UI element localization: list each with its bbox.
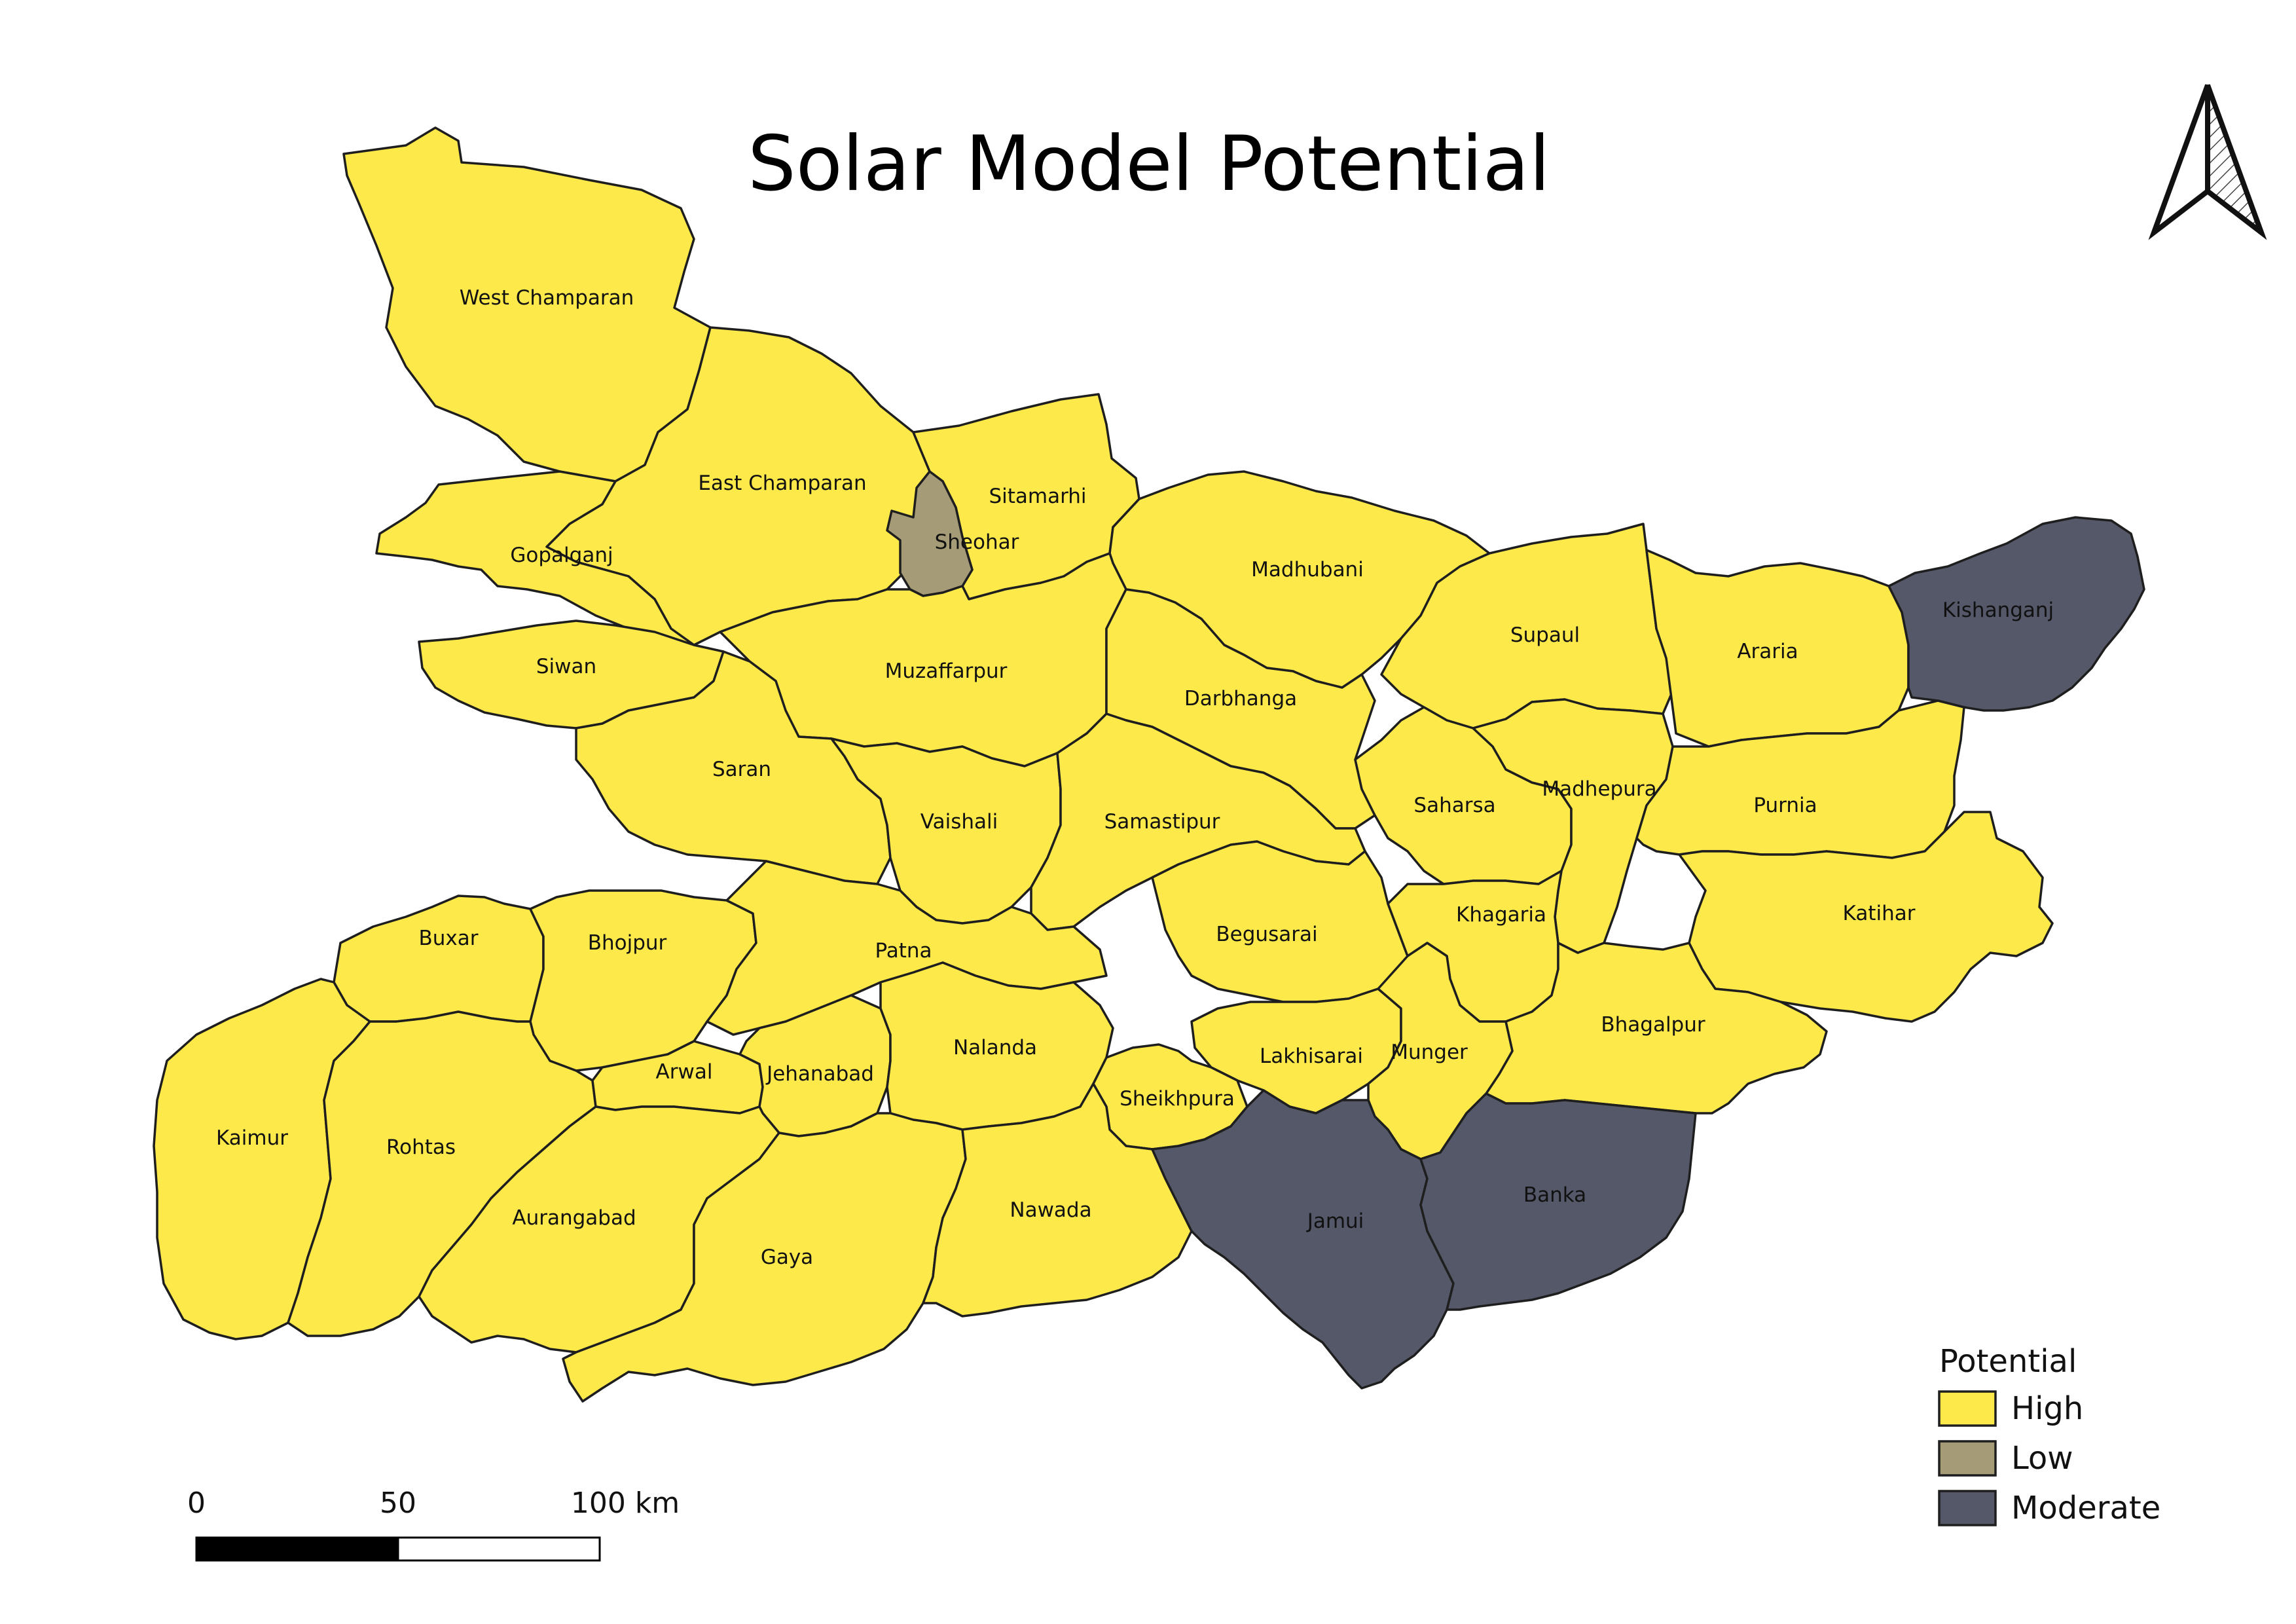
district-label-kishanganj: Kishanganj <box>1942 599 2054 622</box>
district-vaishali <box>830 737 1062 925</box>
district-label-east-champaran: East Champaran <box>698 471 866 495</box>
legend-swatch-low <box>1938 1440 1997 1477</box>
district-label-madhubani: Madhubani <box>1251 558 1364 581</box>
district-buxar <box>333 895 545 1023</box>
district-label-banka: Banka <box>1523 1183 1586 1207</box>
legend-title: Potential <box>1939 1343 2077 1380</box>
district-label-gaya: Gaya <box>761 1246 813 1269</box>
district-label-begusarai: Begusarai <box>1216 923 1317 946</box>
district-label-bhojpur: Bhojpur <box>588 931 667 955</box>
district-label-darbhanga: Darbhanga <box>1184 687 1297 710</box>
legend-label-moderate: Moderate <box>2011 1490 2160 1526</box>
district-label-aurangabad: Aurangabad <box>512 1206 636 1230</box>
map-title: Solar Model Potential <box>748 120 1550 208</box>
legend-swatch-high <box>1938 1390 1997 1427</box>
legend-label-low: Low <box>2011 1440 2073 1477</box>
district-label-siwan: Siwan <box>536 655 596 678</box>
districts-layer <box>153 126 2145 1403</box>
district-kishanganj <box>1887 516 2145 712</box>
district-label-sheohar: Sheohar <box>935 530 1019 554</box>
district-label-kaimur: Kaimur <box>216 1126 288 1150</box>
district-label-patna: Patna <box>875 939 932 963</box>
district-label-katihar: Katihar <box>1843 902 1916 925</box>
district-label-munger: Munger <box>1391 1041 1468 1064</box>
district-label-madhepura: Madhepura <box>1542 777 1656 801</box>
district-banka <box>1419 1092 1697 1311</box>
district-label-sheikhpura: Sheikhpura <box>1120 1087 1235 1111</box>
district-gaya <box>562 1112 967 1403</box>
legend-swatch-moderate <box>1938 1490 1997 1526</box>
district-label-rohtas: Rohtas <box>386 1135 456 1159</box>
district-label-arwal: Arwal <box>656 1060 713 1084</box>
district-label-supaul: Supaul <box>1510 623 1580 647</box>
district-label-nalanda: Nalanda <box>953 1036 1037 1060</box>
district-nawada <box>922 1082 1193 1318</box>
scale-bar: 0 50 100 km <box>187 1486 680 1562</box>
legend: Potential High Low Moderate <box>1938 1343 2160 1526</box>
district-begusarai <box>1151 840 1409 1003</box>
district-label-khagaria: Khagaria <box>1456 903 1546 927</box>
scale-label-50: 50 <box>380 1486 416 1520</box>
north-arrow-icon <box>2148 84 2267 240</box>
legend-label-high: High <box>2011 1390 2083 1427</box>
district-label-jamui: Jamui <box>1306 1209 1364 1233</box>
district-label-vaishali: Vaishali <box>920 810 998 834</box>
district-label-lakhisarai: Lakhisarai <box>1260 1044 1363 1068</box>
district-label-araria: Araria <box>1737 640 1798 663</box>
scale-label-100: 100 km <box>571 1486 680 1520</box>
district-label-gopalganj: Gopalganj <box>510 544 613 567</box>
district-label-west-champaran: West Champaran <box>460 286 634 310</box>
district-bhojpur <box>529 889 757 1072</box>
district-label-saran: Saran <box>712 758 771 781</box>
district-label-sitamarhi: Sitamarhi <box>989 485 1086 508</box>
scale-segment-white <box>397 1536 601 1562</box>
district-label-buxar: Buxar <box>418 927 478 950</box>
district-label-jehanabad: Jehanabad <box>765 1062 874 1086</box>
legend-item-moderate: Moderate <box>1938 1490 2160 1526</box>
scale-segment-black <box>195 1536 399 1562</box>
legend-item-high: High <box>1938 1390 2083 1427</box>
district-label-purnia: Purnia <box>1753 794 1817 817</box>
scale-label-0: 0 <box>187 1486 206 1520</box>
district-label-samastipur: Samastipur <box>1104 810 1220 834</box>
legend-item-low: Low <box>1938 1440 2073 1477</box>
district-label-nawada: Nawada <box>1010 1198 1091 1222</box>
labels-layer: West Champaran East Champaran Sitamarhi She… <box>216 286 2054 1269</box>
district-label-muzaffarpur: Muzaffarpur <box>885 659 1008 683</box>
district-label-bhagalpur: Bhagalpur <box>1601 1013 1705 1037</box>
district-label-saharsa: Saharsa <box>1413 794 1495 817</box>
